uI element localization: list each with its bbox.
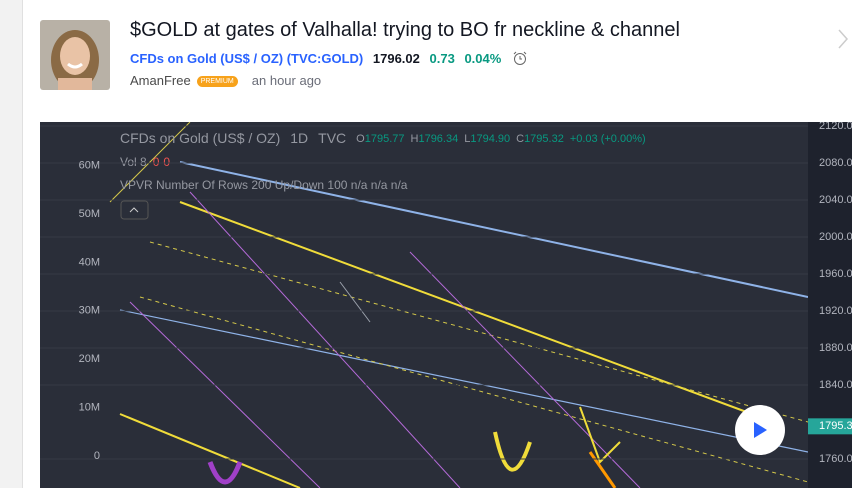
volume-tick-label: 30M [79, 305, 100, 317]
last-price-tag [808, 418, 852, 435]
legend: CFDs on Gold (US$ / OZ) 1D TVC O1795.77 H179… [120, 130, 646, 220]
alert-icon[interactable] [511, 50, 529, 66]
badge: PREMIUM [196, 76, 238, 87]
price-tick-label: 1760.00 [819, 453, 852, 465]
time: an hour ago [251, 73, 322, 88]
price-tick-label: 1960.00 [819, 268, 852, 280]
volume-tick-label: 50M [79, 208, 100, 220]
price-tick-label: 1840.00 [819, 379, 852, 391]
symbol-row: CFDs on Gold (US$ / OZ) (TVC:GOLD) 1796.… [130, 50, 529, 66]
vpvr-legend: VPVR Number Of Rows 200 Up/Down 100 n/a … [120, 178, 408, 192]
price-tick-label: 2120.00 [819, 122, 852, 132]
price-tick-label: 2000.00 [819, 231, 852, 243]
collapse-button[interactable] [120, 200, 149, 220]
price-tick-label: 2040.00 [819, 194, 852, 206]
symbol-link[interactable]: CFDs on Gold (US$ / OZ) (TVC:GOLD) [130, 51, 364, 66]
volume-tick-label: 0 [94, 450, 100, 462]
price: 1796.02 [372, 51, 420, 66]
change-percent: 0.04% [464, 51, 502, 66]
volume-tick-label: 10M [79, 402, 100, 414]
change: 0.73 [429, 51, 455, 66]
avatar[interactable] [40, 20, 110, 90]
chart: CFDs on Gold (US$ / OZ) 1D TVC O1795.77 H179… [40, 122, 852, 488]
volume-tick-label: 20M [79, 353, 100, 365]
avatar-image [40, 20, 110, 90]
price-tick-label: 1880.00 [819, 342, 852, 354]
author[interactable]: AmanFree [130, 73, 191, 88]
legend-symbol: CFDs on Gold (US$ / OZ) 1D TVC O1795.77 H179… [120, 130, 646, 146]
drawings [109, 122, 808, 488]
idea-title[interactable]: $GOLD at gates of Valhalla! trying to BO… [130, 19, 680, 41]
volume-tick-label: 40M [79, 256, 100, 268]
price-tick-label: 1920.00 [819, 305, 852, 317]
last-price-label: 1795.32 [819, 420, 852, 432]
author-row: AmanFree PREMIUM an hour ago [130, 73, 321, 88]
volume-tick-label: 60M [79, 160, 100, 172]
next-arrow[interactable] [836, 28, 850, 50]
price-tick-label: 2080.00 [819, 157, 852, 169]
side-strip [0, 0, 23, 488]
